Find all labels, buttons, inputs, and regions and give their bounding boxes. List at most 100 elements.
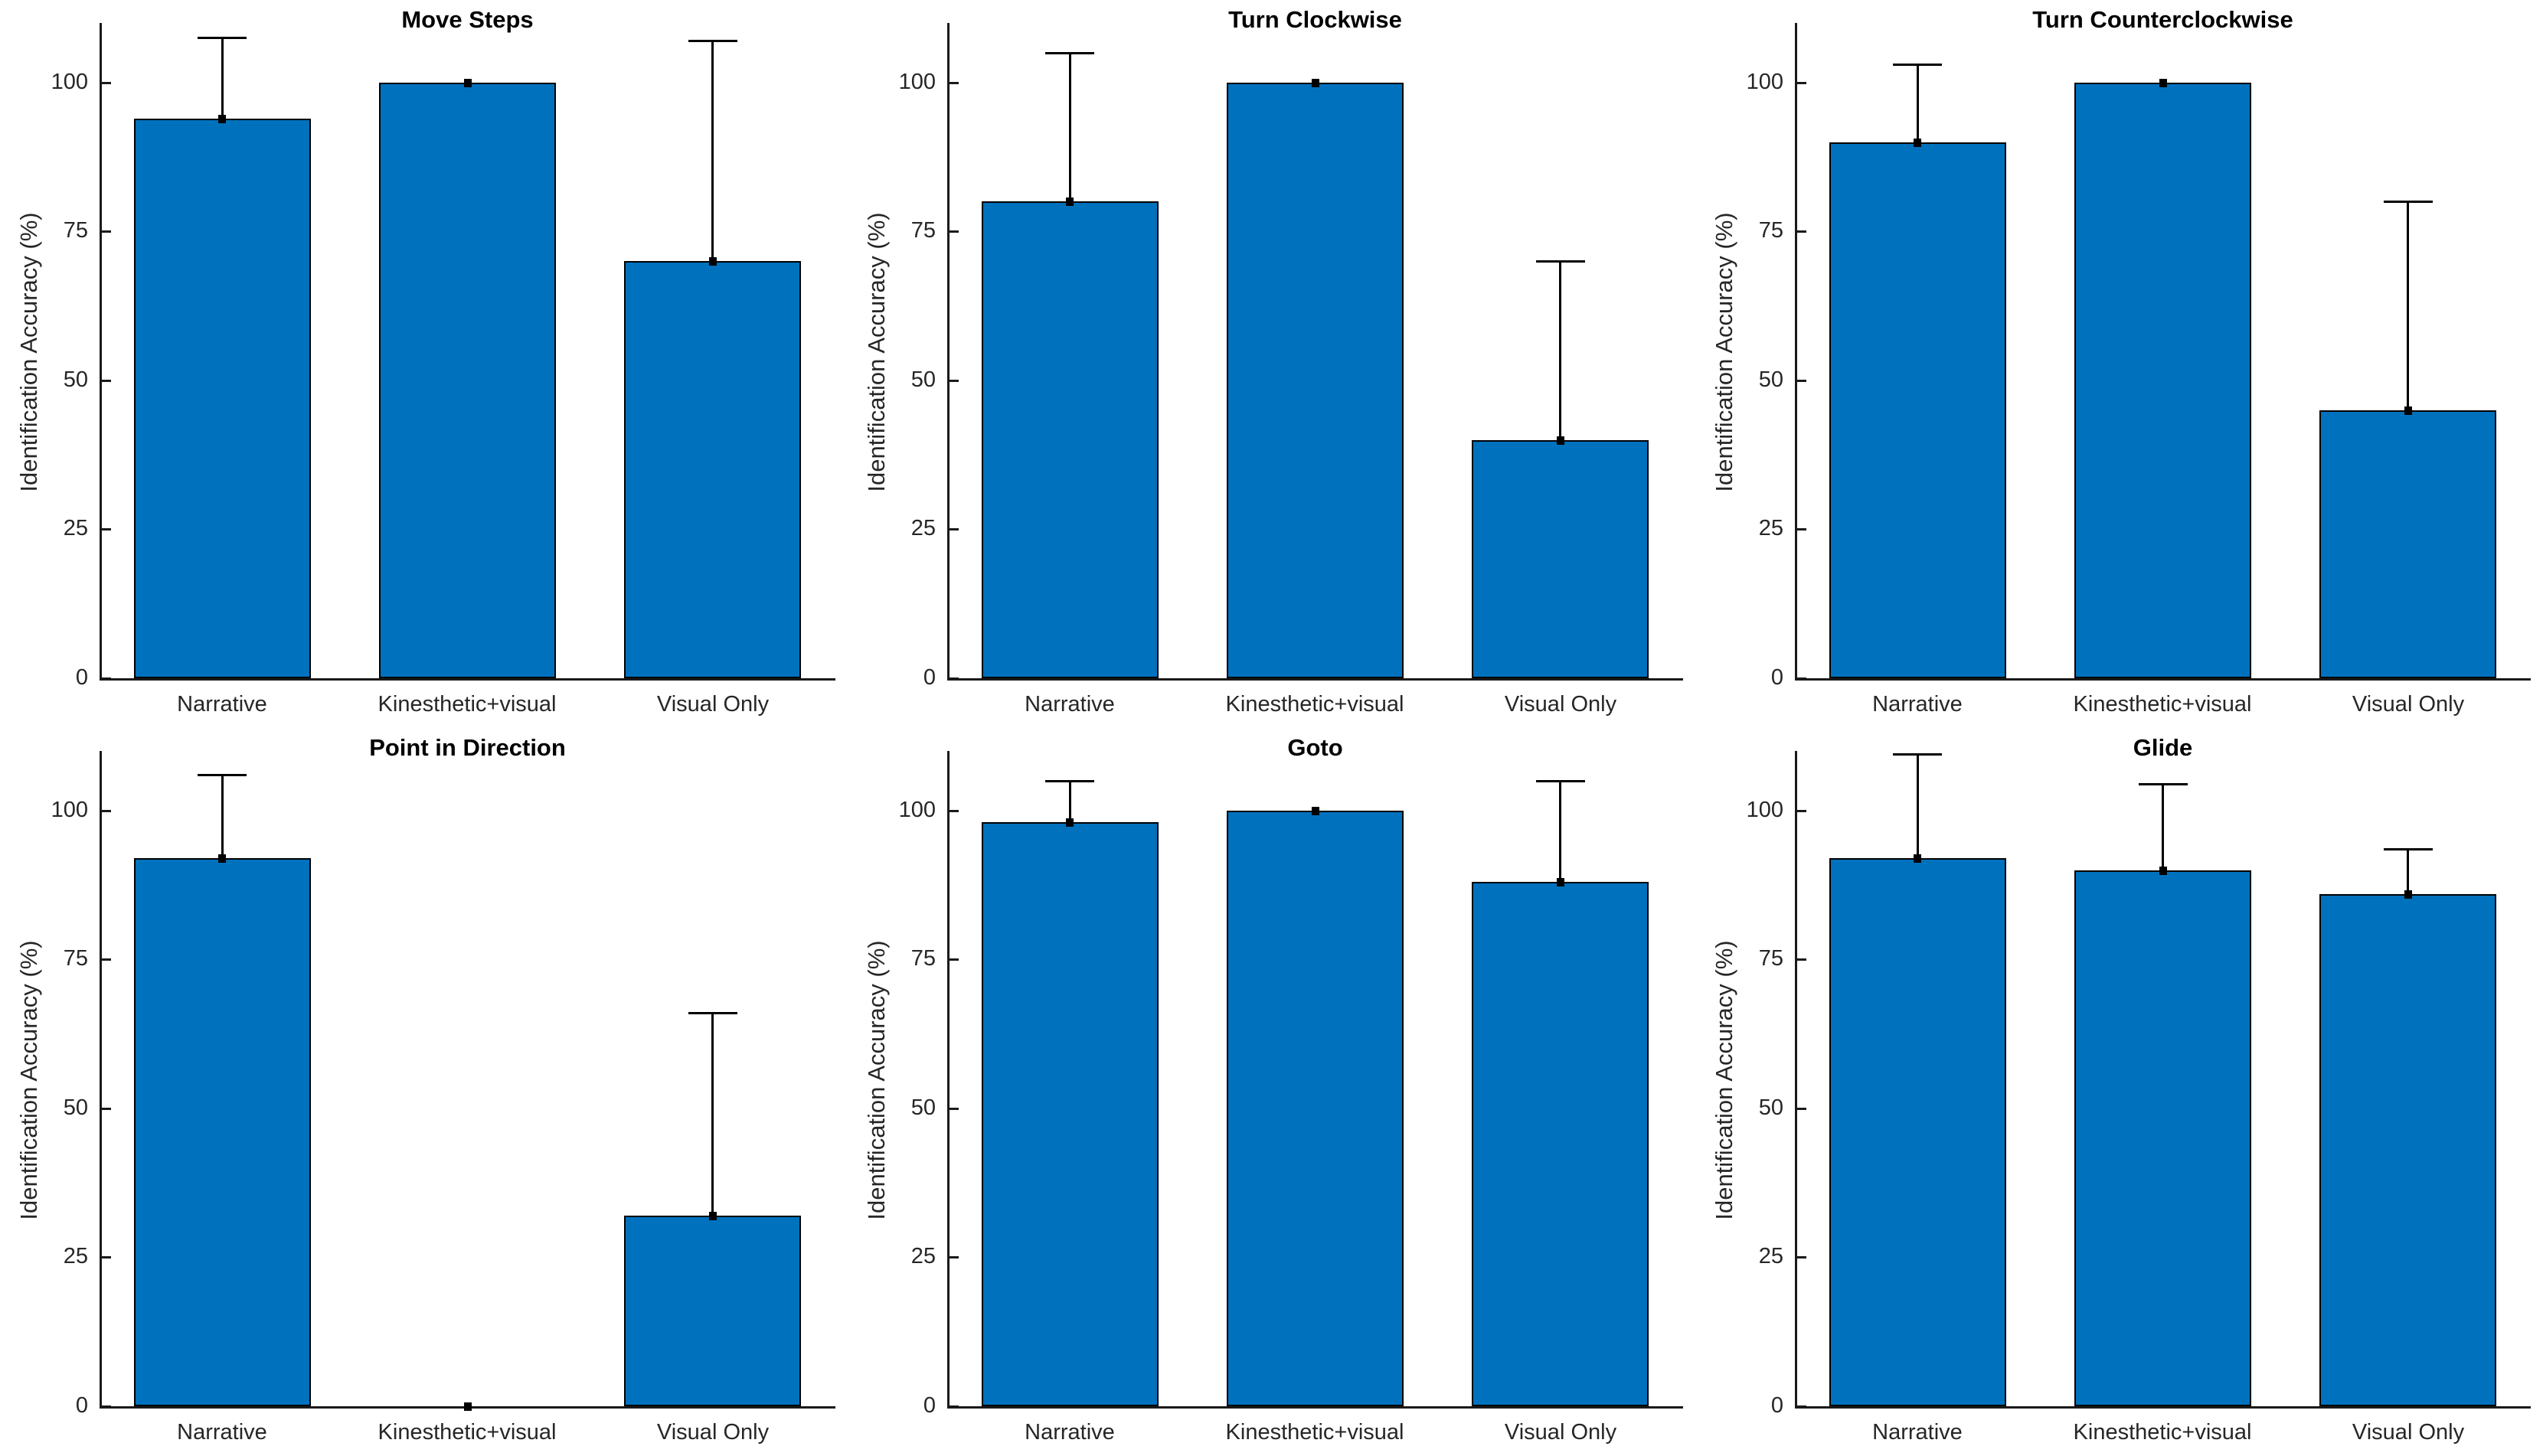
y-tick (1797, 958, 1806, 961)
bar (2074, 83, 2251, 678)
chart-title: Turn Counterclockwise (2032, 6, 2293, 33)
error-whisker (2162, 784, 2164, 870)
y-tick (950, 958, 959, 961)
bar (1227, 811, 1404, 1406)
chart-panel-turn-counterclockwise: Turn Counterclockwise Identification Accu… (1695, 0, 2543, 728)
y-axis (1795, 751, 1797, 1409)
chart-panel-move-steps: Move Steps Identification Accuracy (%) 0 25… (0, 0, 848, 728)
chart-title: Point in Direction (369, 734, 566, 761)
x-tick-label-narrative: Narrative (1025, 692, 1115, 717)
y-tick-label: 100 (1746, 69, 1783, 94)
error-base-marker (1557, 878, 1564, 886)
y-tick (102, 1256, 111, 1259)
error-base-marker (218, 854, 226, 863)
y-tick-label: 100 (51, 797, 88, 822)
y-tick-label: 75 (1758, 218, 1783, 243)
x-tick-label-kinesthetic-visual: Kinesthetic+visual (378, 1420, 557, 1445)
y-tick (1797, 677, 1806, 680)
y-tick-label: 50 (910, 367, 936, 392)
error-whisker (1917, 754, 1919, 858)
x-tick-label-narrative: Narrative (1025, 1420, 1115, 1445)
error-cap (1536, 780, 1585, 782)
y-tick-label: 25 (63, 516, 88, 541)
y-axis (100, 23, 102, 681)
x-tick-label-kinesthetic-visual: Kinesthetic+visual (2073, 692, 2252, 717)
y-tick-label: 0 (75, 665, 88, 690)
bar (2319, 894, 2496, 1406)
y-axis-label: Identification Accuracy (%) (15, 940, 42, 1220)
error-base-marker (464, 1402, 472, 1411)
bar (379, 83, 556, 678)
y-tick-label: 100 (898, 797, 936, 822)
y-tick (1797, 528, 1806, 531)
y-tick (950, 230, 959, 233)
error-whisker (1559, 781, 1561, 882)
y-tick-label: 75 (63, 946, 88, 971)
y-tick-label: 50 (910, 1095, 936, 1120)
x-tick-label-visual-only: Visual Only (2352, 1420, 2465, 1445)
bar (1472, 440, 1649, 678)
x-axis (100, 678, 835, 681)
bar (134, 858, 311, 1406)
y-tick (950, 1107, 959, 1110)
y-tick-label: 25 (1758, 516, 1783, 541)
x-tick-label-narrative: Narrative (177, 692, 267, 717)
error-base-marker (2159, 79, 2167, 87)
y-tick (950, 379, 959, 382)
x-tick-label-kinesthetic-visual: Kinesthetic+visual (2073, 1420, 2252, 1445)
chart-title: Goto (1287, 734, 1343, 761)
y-axis (947, 751, 950, 1409)
error-cap (1045, 52, 1094, 54)
x-tick-label-narrative: Narrative (1872, 1420, 1963, 1445)
y-tick (1797, 230, 1806, 233)
bar (2074, 870, 2251, 1406)
error-base-marker (709, 1212, 717, 1220)
error-whisker (1559, 261, 1561, 439)
y-tick-label: 50 (1758, 1095, 1783, 1120)
y-tick-label: 100 (51, 69, 88, 94)
y-tick-label: 0 (923, 665, 936, 690)
y-tick (1797, 1256, 1806, 1259)
error-base-marker (1914, 139, 1921, 147)
y-tick (1797, 379, 1806, 382)
chart-panel-point-in-direction: Point in Direction Identification Accurac… (0, 728, 848, 1456)
y-tick-label: 25 (1758, 1244, 1783, 1269)
y-tick (950, 677, 959, 680)
error-cap (198, 37, 247, 39)
y-tick-label: 100 (898, 69, 936, 94)
y-tick-label: 75 (910, 946, 936, 971)
y-tick (1797, 1405, 1806, 1408)
y-tick-label: 75 (1758, 946, 1783, 971)
y-tick (102, 1405, 111, 1408)
y-tick (950, 1405, 959, 1408)
bar (1472, 882, 1649, 1406)
y-axis-label: Identification Accuracy (%) (1711, 940, 1737, 1220)
y-tick (950, 81, 959, 84)
x-tick-label-kinesthetic-visual: Kinesthetic+visual (1225, 1420, 1404, 1445)
y-tick-label: 50 (63, 1095, 88, 1120)
chart-title: Move Steps (401, 6, 534, 33)
error-whisker (711, 41, 714, 261)
y-tick (102, 1107, 111, 1110)
error-cap (688, 1012, 737, 1014)
chart-panel-goto: Goto Identification Accuracy (%) 0 25 50 75 10… (848, 728, 1695, 1456)
y-tick-label: 0 (923, 1393, 936, 1418)
y-axis-label: Identification Accuracy (%) (863, 940, 890, 1220)
error-cap (198, 774, 247, 776)
bar (982, 201, 1159, 678)
x-tick-label-kinesthetic-visual: Kinesthetic+visual (1225, 692, 1404, 717)
error-cap (2384, 848, 2433, 850)
bar (134, 119, 311, 678)
y-tick (102, 809, 111, 812)
error-base-marker (1066, 198, 1074, 206)
y-tick (102, 379, 111, 382)
bar (624, 261, 801, 678)
error-whisker (1069, 781, 1071, 822)
error-base-marker (464, 79, 472, 87)
y-tick-label: 25 (910, 516, 936, 541)
chart-panel-turn-clockwise: Turn Clockwise Identification Accuracy (%… (848, 0, 1695, 728)
y-tick (102, 81, 111, 84)
y-tick (102, 677, 111, 680)
bar (1227, 83, 1404, 678)
